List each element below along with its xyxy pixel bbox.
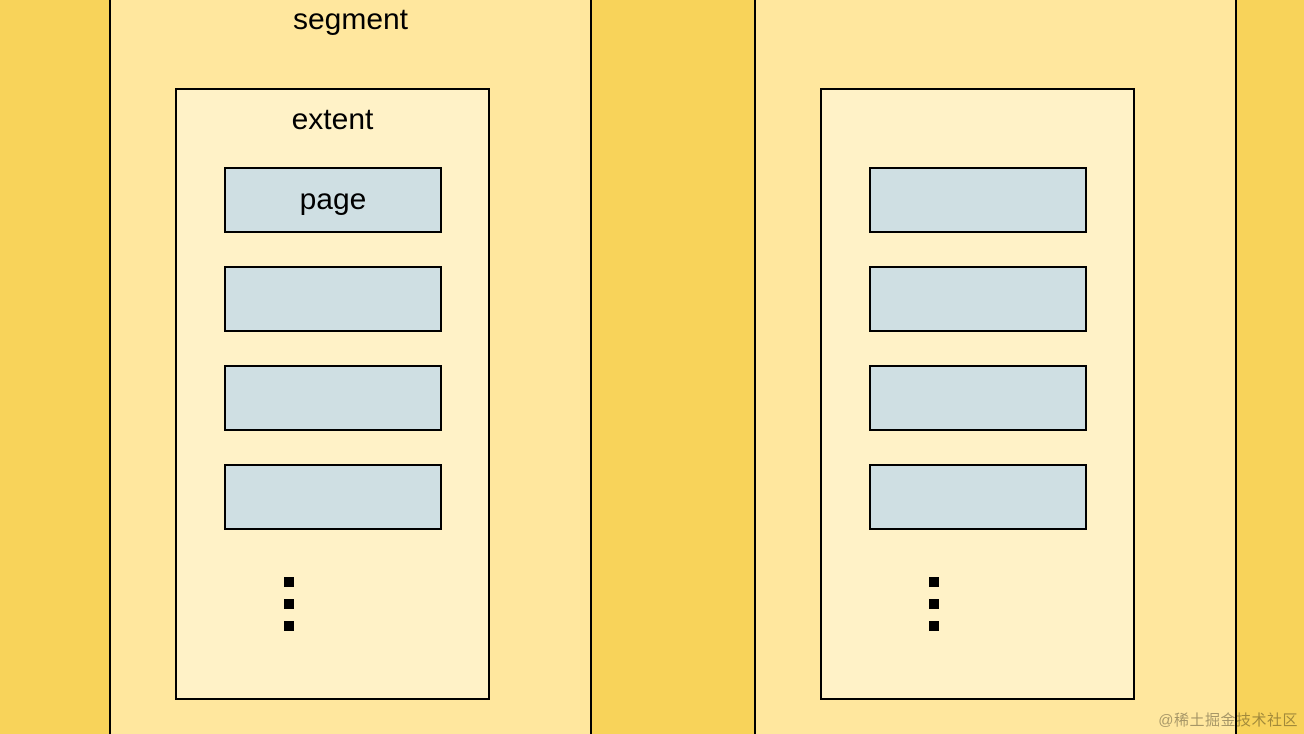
page-label: page (300, 183, 367, 217)
page-box (869, 266, 1087, 332)
vertical-ellipsis-icon (929, 577, 939, 631)
page-box: page (224, 167, 442, 233)
page-box (869, 464, 1087, 530)
vertical-ellipsis-icon (284, 577, 294, 631)
diagram-canvas: segment extent page (0, 0, 1304, 734)
segment-label: segment (109, 3, 592, 37)
page-box (224, 464, 442, 530)
page-box (869, 167, 1087, 233)
page-box (224, 266, 442, 332)
page-box (869, 365, 1087, 431)
extent-label: extent (175, 103, 490, 137)
page-box (224, 365, 442, 431)
watermark-text: @稀土掘金技术社区 (1158, 709, 1298, 730)
